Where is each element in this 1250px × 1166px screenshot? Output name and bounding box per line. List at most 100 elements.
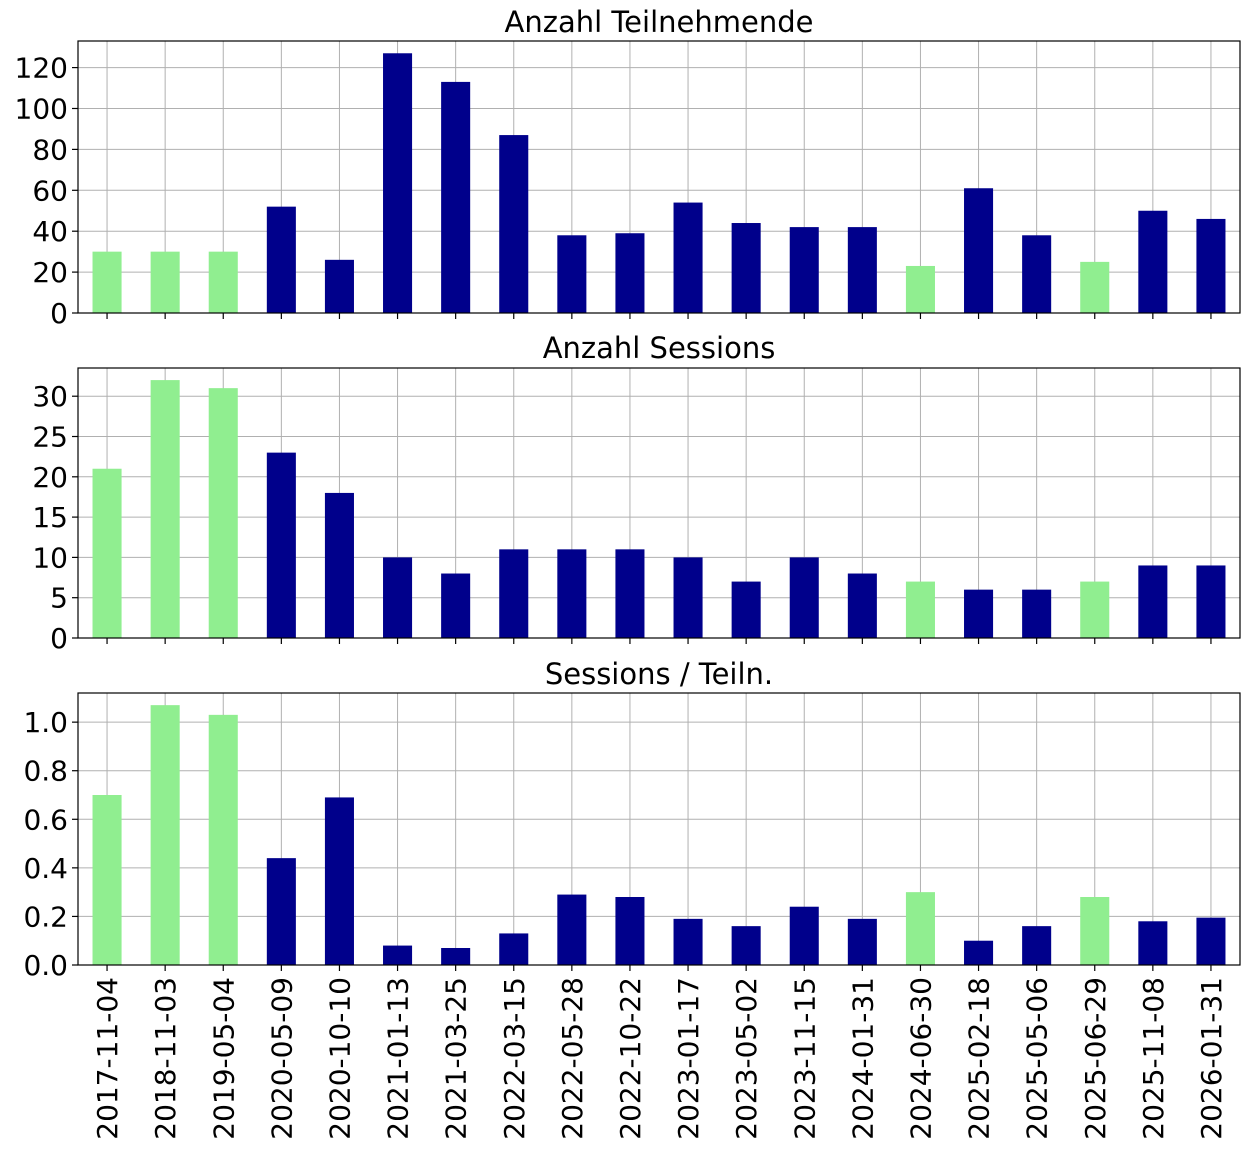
bar-2025-11-08 [1138, 210, 1168, 313]
bar-2026-01-31 [1196, 218, 1226, 313]
x-tick-label: 2022-10-22 [614, 977, 647, 1140]
bar-2026-01-31 [1196, 565, 1226, 638]
y-tick-label: 0.2 [23, 900, 68, 933]
y-tick-label: 20 [32, 461, 68, 494]
x-tick-label: 2025-05-06 [1021, 977, 1054, 1140]
x-tick-label: 2020-10-10 [323, 977, 356, 1140]
y-tick-label: 0 [50, 297, 68, 330]
bar-2023-05-02 [731, 223, 761, 313]
x-tick-label: 2022-03-15 [498, 977, 531, 1140]
bar-2022-03-15 [499, 135, 529, 313]
x-tick-label: 2017-11-04 [91, 977, 124, 1140]
chart-panel-1: 0 20 40 60 80 100 120 Anzahl Teilnehmende [15, 5, 1241, 330]
bar-2023-05-02 [731, 581, 761, 638]
y-tick-label: 60 [32, 174, 68, 207]
bar-2025-11-08 [1138, 921, 1168, 965]
bar-2021-01-13 [383, 945, 413, 965]
y-tick-label: 10 [32, 541, 68, 574]
x-tick-label: 2022-05-28 [556, 977, 589, 1140]
bar-2020-05-09 [266, 858, 296, 965]
bar-2024-06-30 [905, 581, 935, 638]
bar-2020-10-10 [324, 797, 354, 965]
bar-2024-06-30 [905, 265, 935, 313]
x-tick-label: 2021-03-25 [440, 977, 473, 1140]
bar-2025-05-06 [1022, 926, 1052, 965]
chart-title: Anzahl Sessions [543, 331, 776, 365]
bar-2025-11-08 [1138, 565, 1168, 638]
bar-2022-05-28 [557, 549, 587, 638]
bar-2020-05-09 [266, 206, 296, 313]
bar-2021-03-25 [441, 81, 471, 313]
bar-2018-11-03 [150, 380, 180, 638]
bar-2019-05-04 [208, 251, 238, 313]
y-tick-label: 120 [15, 52, 68, 85]
bar-2021-03-25 [441, 948, 471, 965]
chart-panel-3: 0.0 0.2 0.4 0.6 0.8 1.0 Sessions / Teiln. 2017-… [23, 657, 1241, 1140]
y-tick-label: 80 [32, 133, 68, 166]
bar-2021-01-13 [383, 53, 413, 313]
x-tick-label: 2019-05-04 [207, 977, 240, 1140]
bar-2025-02-18 [964, 188, 994, 313]
bar-2025-06-29 [1080, 261, 1110, 313]
y-tick-label: 0.6 [23, 803, 68, 836]
bar-2022-10-22 [615, 233, 645, 313]
bar-2022-05-28 [557, 894, 587, 965]
bar-2021-03-25 [441, 573, 471, 638]
chart-title: Sessions / Teiln. [545, 657, 773, 691]
bar-2020-10-10 [324, 492, 354, 638]
x-tick-label: 2025-02-18 [963, 977, 996, 1140]
y-tick-label: 5 [50, 582, 68, 615]
chart-title: Anzahl Teilnehmende [505, 5, 814, 39]
bar-2019-05-04 [208, 388, 238, 638]
bar-2023-01-17 [673, 557, 703, 638]
y-tick-label: 0.8 [23, 755, 68, 788]
bar-2022-03-15 [499, 933, 529, 965]
bar-2025-05-06 [1022, 235, 1052, 313]
y-tick-label: 100 [15, 92, 68, 125]
bar-2018-11-03 [150, 251, 180, 313]
chart-panel-2: 0 5 10 15 20 25 30 Anzahl Sessions [32, 331, 1241, 655]
bar-2026-01-31 [1196, 917, 1226, 965]
bar-2024-06-30 [905, 892, 935, 965]
bar-2025-06-29 [1080, 581, 1110, 638]
bar-2020-05-09 [266, 452, 296, 638]
bar-2023-05-02 [731, 926, 761, 965]
plot-frame [77, 40, 1241, 314]
bar-2017-11-04 [92, 251, 122, 313]
bar-2023-01-17 [673, 202, 703, 313]
x-tick-label: 2020-05-09 [265, 977, 298, 1140]
bar-2023-01-17 [673, 918, 703, 965]
bar-2022-03-15 [499, 549, 529, 638]
y-tick-label: 20 [32, 256, 68, 289]
y-tick-label: 25 [32, 421, 68, 454]
bar-2023-11-15 [789, 227, 819, 313]
bar-2017-11-04 [92, 795, 122, 965]
bar-2024-01-31 [847, 918, 877, 965]
x-tick-label: 2018-11-03 [149, 977, 182, 1140]
bar-2025-02-18 [964, 940, 994, 965]
bar-2022-10-22 [615, 897, 645, 965]
bar-2020-10-10 [324, 259, 354, 313]
x-tick-label: 2024-01-31 [846, 977, 879, 1140]
bar-2022-05-28 [557, 235, 587, 313]
bar-2025-06-29 [1080, 897, 1110, 965]
y-tick-label: 1.0 [23, 706, 68, 739]
bar-2024-01-31 [847, 573, 877, 638]
bar-2024-01-31 [847, 227, 877, 313]
bar-2023-11-15 [789, 906, 819, 965]
y-tick-label: 0 [50, 622, 68, 655]
x-tick-label: 2024-06-30 [904, 977, 937, 1140]
y-tick-label: 30 [32, 380, 68, 413]
plot-frame [77, 367, 1241, 639]
y-tick-label: 40 [32, 215, 68, 248]
x-tick-label: 2025-06-29 [1079, 977, 1112, 1140]
bar-2017-11-04 [92, 468, 122, 638]
x-tick-label: 2025-11-08 [1137, 977, 1170, 1140]
bar-2018-11-03 [150, 705, 180, 965]
x-tick-label: 2021-01-13 [382, 977, 415, 1140]
bar-2025-02-18 [964, 589, 994, 638]
bar-2023-11-15 [789, 557, 819, 638]
y-tick-label: 0.4 [23, 852, 68, 885]
